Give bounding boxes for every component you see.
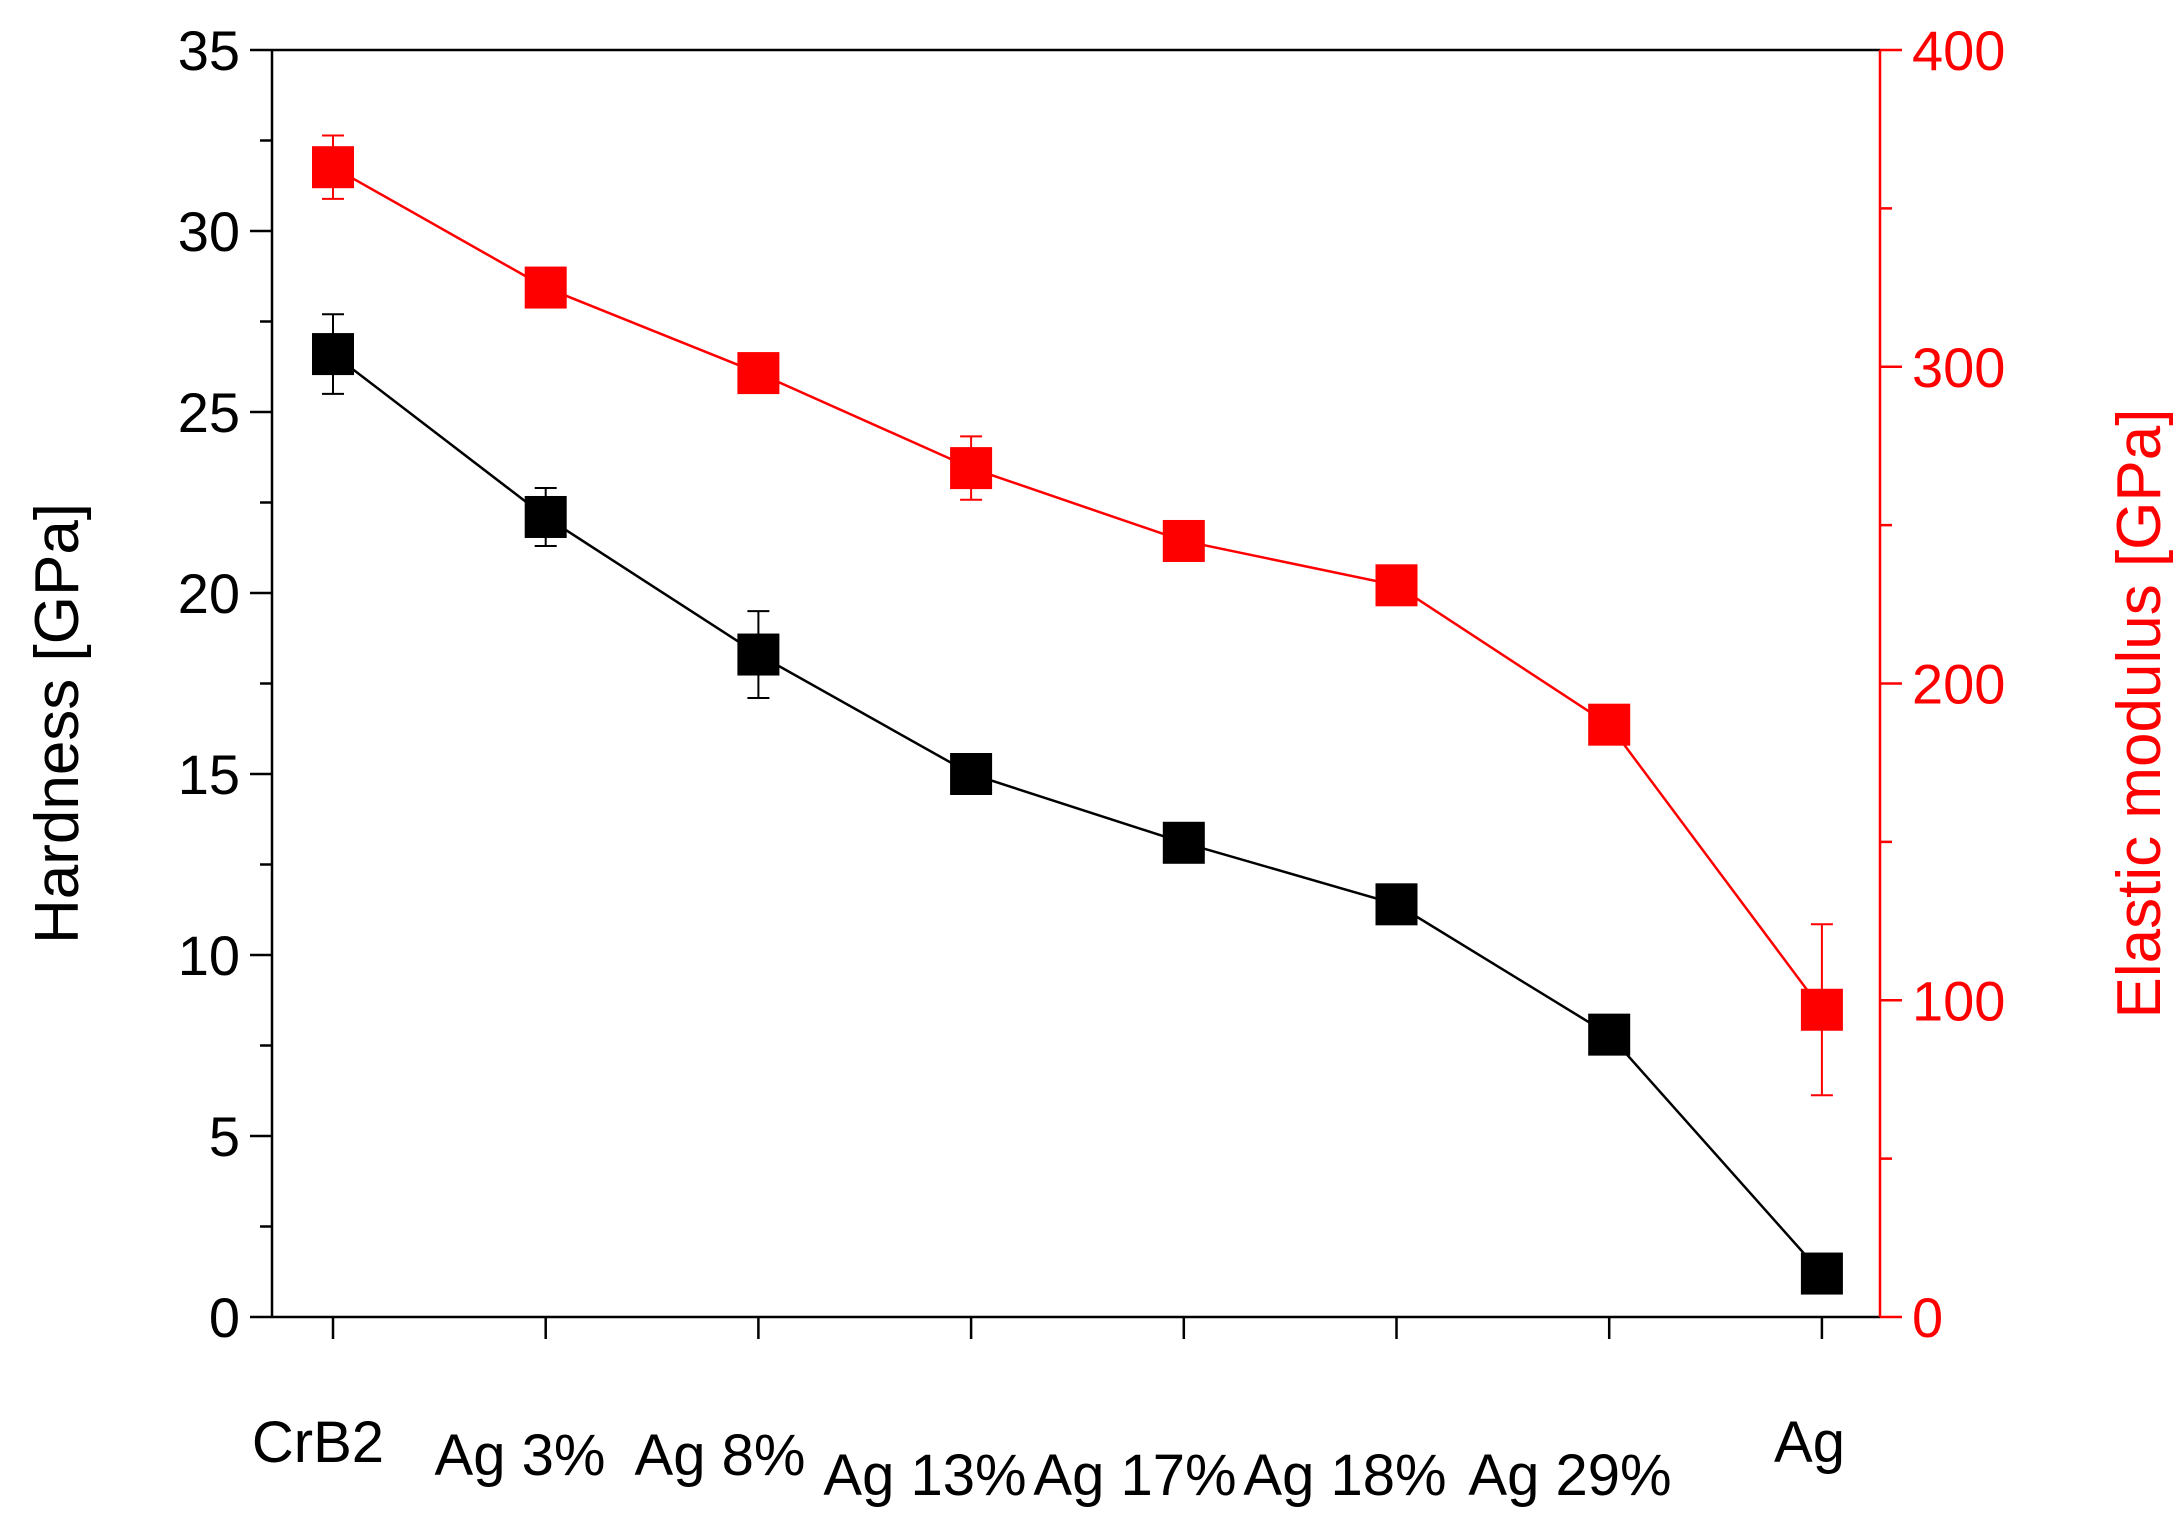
hardness-point: [737, 633, 780, 676]
hardness-point: [1375, 883, 1418, 926]
x-tick-label: Ag 3%: [435, 1423, 606, 1488]
x-tick-label: CrB2: [252, 1410, 384, 1475]
y-right-tick-label: 400: [1912, 19, 2005, 82]
hardness-point: [1588, 1013, 1631, 1056]
y-axis-label-left: Hardness [GPa]: [23, 503, 92, 944]
y-right-tick-label: 200: [1912, 653, 2005, 716]
hardness-point: [1162, 821, 1205, 864]
y-left-tick-label: 15: [178, 743, 240, 806]
modulus-point: [1162, 519, 1205, 562]
y-left-tick-label: 10: [178, 924, 240, 987]
x-tick-label: Ag: [1774, 1410, 1845, 1475]
y-right-tick-label: 300: [1912, 336, 2005, 399]
y-left-tick-label: 30: [178, 200, 240, 263]
modulus-line: [332, 166, 1823, 1011]
x-tick-label: Ag 18%: [1243, 1443, 1446, 1508]
y-right-tick-label: 100: [1912, 969, 2005, 1032]
hardness-line: [332, 353, 1823, 1275]
y-right-tick-label: 0: [1912, 1286, 1943, 1349]
hardness-point: [524, 495, 567, 538]
modulus-point: [950, 447, 993, 490]
x-tick-label: Ag 17%: [1033, 1443, 1236, 1508]
modulus-point: [1800, 988, 1843, 1031]
y-axis-label-right: Elastic modulus [GPa]: [2105, 409, 2174, 1019]
y-left-tick-label: 20: [178, 562, 240, 625]
series-layer: [312, 134, 1843, 1295]
y-left-tick-label: 35: [178, 19, 240, 82]
labels-layer: Hardness [GPa] Elastic modulus [GPa] 0 5 1…: [23, 19, 2174, 1508]
hardness-point: [950, 753, 993, 795]
x-tick-label: Ag 8%: [635, 1423, 806, 1488]
hardness-point: [312, 333, 354, 376]
axes-layer: [250, 48, 1902, 1339]
y-left-tick-label: 25: [178, 381, 240, 444]
hardness-point: [1800, 1252, 1843, 1295]
modulus-point: [1375, 564, 1418, 607]
x-tick-label: Ag 13%: [823, 1443, 1026, 1508]
x-tick-label: Ag 29%: [1468, 1443, 1671, 1508]
y-left-tick-label: 0: [209, 1286, 240, 1349]
modulus-point: [312, 146, 354, 189]
modulus-point: [524, 266, 567, 309]
modulus-point: [737, 352, 780, 395]
modulus-point: [1588, 703, 1631, 746]
y-left-tick-label: 5: [209, 1105, 240, 1168]
